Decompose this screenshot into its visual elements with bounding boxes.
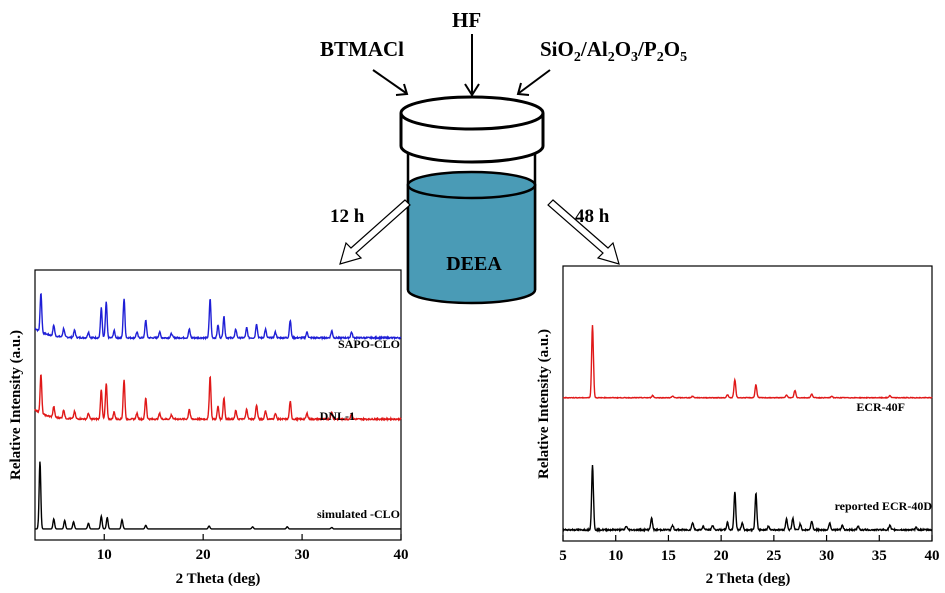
series-annotation: SAPO-CLO [338, 337, 400, 351]
series-line-simulated-clo [35, 461, 401, 530]
route-right-time: 48 h [575, 206, 610, 227]
xrd-chart-left: 10 20 30 40 SAPO-CLO DNL-1 simulated -CLO 2 T… [8, 269, 409, 587]
x-tick-label: 30 [819, 548, 834, 564]
annotations-left: SAPO-CLO DNL-1 simulated -CLO [317, 337, 400, 521]
x-tick-label: 10 [97, 547, 112, 563]
route-arrow-right [547, 199, 620, 265]
x-axis-label-left: 2 Theta (deg) [176, 571, 261, 587]
series-line-reported-ecr-40d [562, 465, 933, 534]
arrow-btmacl-head [395, 83, 409, 96]
x-tick-label: 35 [872, 548, 887, 564]
series-group-right [562, 325, 933, 534]
series-annotation: ECR-40F [856, 400, 905, 414]
arrow-oxides [518, 69, 551, 94]
x-tick-label: 40 [925, 548, 940, 564]
route-arrows [339, 199, 620, 265]
y-axis-label-left: Relative Intensity (a.u.) [8, 330, 24, 480]
plot-frame-left [34, 269, 402, 541]
x-tick-label: 15 [661, 548, 676, 564]
x-ticks-left: 10 20 30 40 [97, 534, 409, 563]
y-axis-label-right: Relative Intensity (a.u.) [536, 329, 552, 479]
vessel-label: DEEA [446, 253, 502, 275]
reagent-hf-label: HF [452, 8, 481, 32]
liquid-surface [406, 170, 537, 200]
series-annotation: DNL-1 [320, 409, 355, 423]
series-line-sapo-clo [34, 292, 402, 341]
x-tick-label: 20 [714, 548, 729, 564]
arrow-btmacl [372, 69, 407, 94]
route-arrow-left [339, 199, 411, 265]
annotations-right: ECR-40F reported ECR-40D [835, 400, 933, 513]
arrow-hf-head [464, 83, 480, 97]
liquid [406, 183, 537, 305]
route-left-time: 12 h [330, 206, 365, 227]
reaction-vessel: DEEA [399, 95, 545, 305]
series-group-left [34, 292, 402, 530]
series-line-ecr-40f [562, 325, 933, 400]
series-annotation: simulated -CLO [317, 507, 400, 521]
x-tick-label: 40 [394, 547, 409, 563]
series-annotation: reported ECR-40D [835, 499, 933, 513]
jar-lid-top [399, 95, 545, 131]
x-ticks-right: 5 10 15 20 25 30 35 40 [559, 535, 940, 564]
x-tick-label: 10 [608, 548, 623, 564]
x-tick-label: 20 [196, 547, 211, 563]
x-tick-label: 5 [559, 548, 567, 564]
x-tick-label: 25 [766, 548, 781, 564]
reagent-oxides-label: SiO2/Al2O3/P2O5 [540, 37, 687, 65]
reagent-btmacl-label: BTMACl [320, 37, 404, 61]
series-line-dnl-1 [34, 374, 402, 423]
arrow-oxides-head [516, 82, 530, 96]
plot-frame-right [562, 265, 933, 542]
x-tick-label: 30 [295, 547, 310, 563]
x-axis-label-right: 2 Theta (deg) [706, 571, 791, 587]
reagent-arrows [372, 34, 551, 97]
